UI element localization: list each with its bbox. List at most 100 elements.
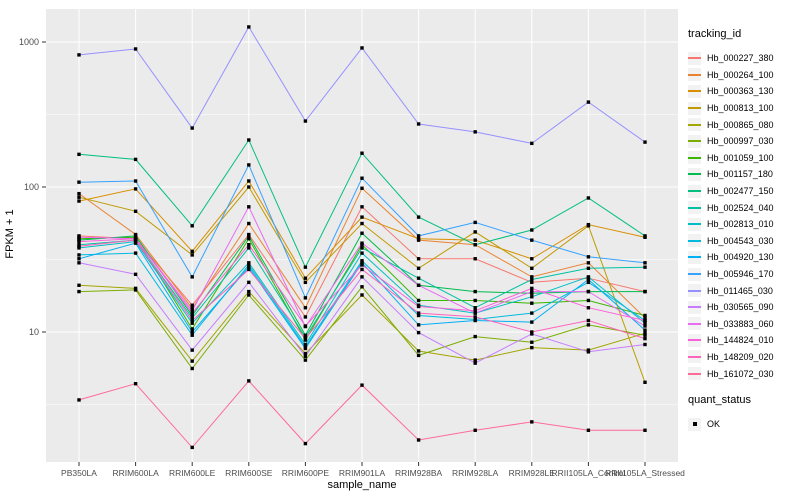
x-tick-label: RRIM928LE <box>509 468 556 478</box>
data-point <box>360 251 364 255</box>
data-point <box>303 333 308 337</box>
legend-item-Hb_000363_130: Hb_000363_130 <box>688 83 798 100</box>
data-point <box>360 215 364 219</box>
data-point <box>473 318 477 323</box>
data-point <box>643 324 647 328</box>
data-point <box>133 238 138 242</box>
legend-item-Hb_148209_020: Hb_148209_020 <box>688 349 798 366</box>
legend-item-Hb_030565_090: Hb_030565_090 <box>688 299 798 316</box>
legend-item-label: Hb_000865_080 <box>707 119 774 130</box>
data-point <box>247 138 251 142</box>
line-swatch <box>688 184 701 198</box>
line-swatch <box>688 234 701 248</box>
data-point <box>586 323 591 327</box>
data-point <box>247 205 251 209</box>
legend-item-Hb_005946_170: Hb_005946_170 <box>688 266 798 283</box>
data-point <box>360 151 364 155</box>
data-point <box>77 257 81 261</box>
x-tick-label: RRII105LA_Control <box>552 468 626 478</box>
data-point <box>530 275 534 279</box>
data-point <box>360 205 364 209</box>
data-point <box>77 191 81 196</box>
x-tick-label: RRIM600LE <box>169 468 216 478</box>
y-axis-title: FPKM + 1 <box>4 209 16 259</box>
data-point <box>473 220 477 225</box>
x-tick-label: RRII105LA_Stressed <box>605 468 685 478</box>
data-point <box>303 119 308 123</box>
data-point <box>473 289 477 294</box>
data-point <box>416 298 421 303</box>
legend-item-label: Hb_004920_130 <box>707 252 774 263</box>
legend-item-Hb_000865_080: Hb_000865_080 <box>688 116 798 133</box>
data-point <box>247 25 251 29</box>
data-point <box>133 241 138 245</box>
data-point <box>586 289 591 294</box>
data-point <box>643 289 647 294</box>
data-point <box>643 328 647 332</box>
x-tick-label: RRIM600PE <box>282 468 330 478</box>
data-point <box>77 195 81 199</box>
data-point <box>643 261 647 265</box>
data-point <box>247 234 251 238</box>
data-point <box>190 321 194 325</box>
legend-item-label: Hb_033883_060 <box>707 318 774 329</box>
data-point <box>247 293 251 297</box>
data-point <box>190 330 194 334</box>
data-point <box>133 251 138 255</box>
data-point <box>530 295 534 299</box>
data-point <box>586 298 591 303</box>
data-point <box>530 311 534 315</box>
data-point <box>530 332 534 336</box>
data-point <box>190 333 194 337</box>
x-tick-label: RRIM928LA <box>452 468 499 478</box>
data-point <box>473 306 477 310</box>
data-point <box>303 276 308 280</box>
data-point <box>133 234 138 238</box>
data-point <box>360 221 364 226</box>
data-point <box>530 420 534 424</box>
data-point <box>77 53 81 57</box>
data-point <box>473 311 477 315</box>
legend-item-Hb_000227_380: Hb_000227_380 <box>688 50 798 67</box>
data-point <box>190 359 194 363</box>
legend-item-Hb_000264_100: Hb_000264_100 <box>688 67 798 84</box>
data-point <box>586 428 591 432</box>
data-point <box>643 333 647 337</box>
legend-item-Hb_002524_040: Hb_002524_040 <box>688 199 798 216</box>
data-point <box>360 241 364 245</box>
data-point <box>190 249 194 254</box>
data-point <box>473 130 477 134</box>
data-point <box>247 179 251 183</box>
data-point <box>247 243 251 247</box>
data-point <box>643 428 647 432</box>
legend-item-label: Hb_148209_020 <box>707 351 774 362</box>
data-point <box>416 234 421 238</box>
data-point <box>416 313 421 318</box>
data-point <box>473 298 477 303</box>
legend-item-label: Hb_011465_030 <box>707 285 773 296</box>
data-point <box>416 257 421 261</box>
legend-item-label: Hb_001059_100 <box>707 152 774 163</box>
data-point <box>530 228 534 232</box>
data-point <box>643 342 647 347</box>
legend-title-tracking-id: tracking_id <box>688 28 742 40</box>
data-point <box>303 296 308 300</box>
data-point <box>190 311 194 315</box>
data-point <box>360 275 364 279</box>
data-point <box>416 438 421 442</box>
legend-item-label: Hb_000997_030 <box>707 136 774 147</box>
data-point <box>473 230 477 234</box>
data-point <box>303 280 308 285</box>
data-point <box>303 354 308 358</box>
data-point <box>190 318 194 323</box>
legend-item-Hb_004920_130: Hb_004920_130 <box>688 249 798 266</box>
legend-item-label: Hb_000227_380 <box>707 53 774 64</box>
legend: tracking_id Hb_000227_380 Hb_000264_100 Hb… <box>688 28 798 432</box>
data-point <box>247 163 251 167</box>
data-point <box>133 209 138 213</box>
data-point <box>416 311 421 315</box>
line-swatch <box>688 350 701 364</box>
data-point <box>416 276 421 280</box>
data-point <box>530 238 534 242</box>
